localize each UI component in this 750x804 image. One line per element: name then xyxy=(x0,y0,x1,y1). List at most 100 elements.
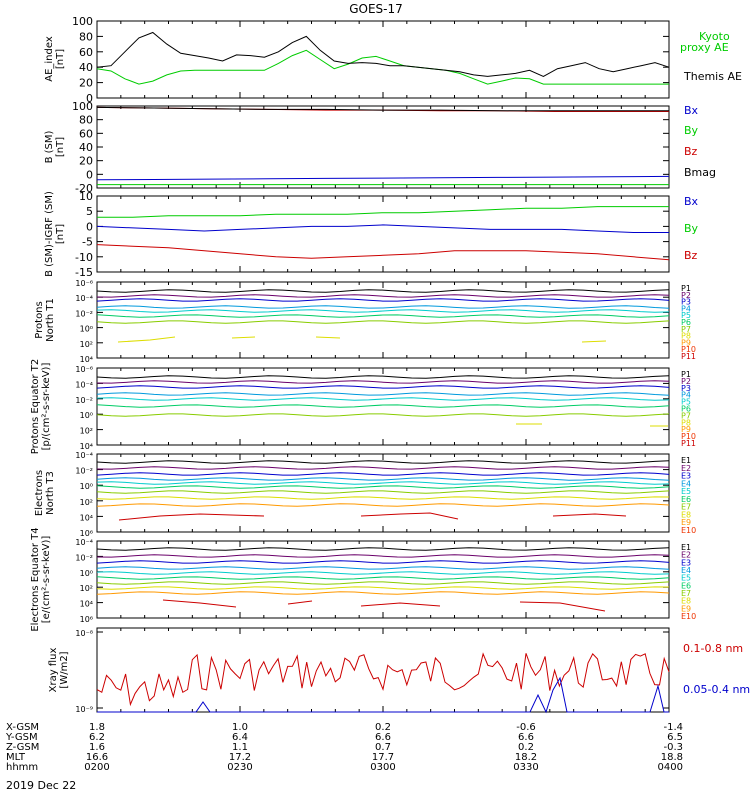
protons-equator-t2-channel-line xyxy=(96,413,670,417)
electrons-equator-t4-channel-line xyxy=(96,560,670,564)
ephemeris-value: 16.6 xyxy=(86,752,108,763)
electrons-equator-t4-channel-line xyxy=(96,586,670,590)
protons-equator-t2-legend-p7: P7 xyxy=(681,411,691,420)
ephemeris-value: 17.2 xyxy=(229,752,251,763)
legend-b-igrf-bz: Bz xyxy=(684,249,698,262)
electrons-equator-t4-fragment xyxy=(360,602,441,607)
xray-flux-frame xyxy=(96,627,670,713)
protons-equator-t2-legend-p1: P1 xyxy=(681,370,691,379)
ephemeris-value: -0.3 xyxy=(663,742,683,753)
electrons-equator-t4-y-tick-label: 10⁶ xyxy=(80,615,93,624)
electrons-equator-t4-y-axis-label: Electrons Equator T4[e/(cm²-s-sr-keV)] xyxy=(30,527,52,631)
protons-north-t1-y-tick-label: 10⁴ xyxy=(80,355,93,364)
electrons-north-t3-legend-e4: E4 xyxy=(681,479,691,488)
protons-north-t1-legend-p7: P7 xyxy=(681,325,691,334)
ae-index-y-tick-label: 80 xyxy=(79,30,93,43)
electrons-equator-t4-legend-e2: E2 xyxy=(681,551,691,560)
protons-north-t1-legend-p2: P2 xyxy=(681,291,691,300)
legend-b-igrf-bx: Bx xyxy=(684,195,699,208)
ae-index-y-axis-label: AE_index[nT] xyxy=(44,36,66,82)
protons-north-t1-legend-p5: P5 xyxy=(681,311,691,320)
xray-flux-panel: 10⁻⁸ 10⁻⁹ Xray flux[W/m2] 0.1-0.8 nm 0.05-0.… xyxy=(48,627,750,714)
electrons-equator-t4-fragment xyxy=(519,601,606,612)
legend-b-sm-bz: Bz xyxy=(684,145,698,158)
electrons-equator-t4-legend-e10: E10 xyxy=(681,612,696,621)
electrons-north-t3-y-tick-label: 10² xyxy=(80,498,93,507)
ephemeris-value: 0.2 xyxy=(375,722,391,733)
electrons-north-t3-legend-e1: E1 xyxy=(681,456,691,465)
electrons-equator-t4-channel-line xyxy=(96,581,670,585)
electrons-north-t3-fragment xyxy=(360,512,459,520)
protons-north-t1-legend-p4: P4 xyxy=(681,304,691,313)
b-sm-y-tick-label: -20 xyxy=(75,182,93,195)
electrons-north-t3-channel-line xyxy=(96,490,670,494)
protons-north-t1-y-axis-label: ProtonsNorth T1 xyxy=(34,298,56,342)
ephemeris-value: 6.4 xyxy=(232,732,248,743)
ephemeris-value: 6.6 xyxy=(375,732,391,743)
electrons-equator-t4-y-tick-label: 10⁻² xyxy=(75,553,93,562)
xray-flux-y-tick-label: 10⁻⁹ xyxy=(75,705,93,714)
protons-equator-t2-legend-p2: P2 xyxy=(681,377,691,386)
electrons-equator-t4-y-tick-label: 10² xyxy=(80,584,93,593)
legend-b-sm-by: By xyxy=(684,124,699,137)
electrons-north-t3-legend-e5: E5 xyxy=(681,487,691,496)
protons-north-t1-channel-line xyxy=(96,289,670,293)
electrons-equator-t4-legend-e6: E6 xyxy=(681,581,691,590)
electrons-equator-t4-y-tick-label: 10⁻⁴ xyxy=(75,538,93,547)
electrons-equator-t4-legend-e1: E1 xyxy=(681,543,691,552)
protons-north-t1-channel-line xyxy=(96,309,670,313)
b-sm-y-tick-label: 40 xyxy=(79,141,93,154)
electrons-equator-t4-legend-e7: E7 xyxy=(681,589,691,598)
protons-equator-t2-y-tick-label: 10⁻⁶ xyxy=(75,365,93,374)
protons-north-t1-legend-p8: P8 xyxy=(681,332,691,341)
b-igrf-y-tick-label: 10 xyxy=(79,190,93,203)
protons-north-t1-panel: 10⁴ 10² 10⁰ 10⁻² 10⁻⁴ 10⁻⁶ ProtonsNorth T1 P1P2… xyxy=(34,279,696,364)
ae-index-y-tick-label: 0 xyxy=(86,92,93,105)
electrons-north-t3-channel-line xyxy=(96,496,670,500)
protons-equator-t2-legend-p11: P11 xyxy=(681,439,696,448)
ae-index-y-tick-label: 100 xyxy=(72,15,93,28)
electrons-equator-t4-legend-e5: E5 xyxy=(681,574,691,583)
b-sm-series-line xyxy=(96,175,670,181)
ephemeris-value: -1.4 xyxy=(663,722,683,733)
protons-equator-t2-legend-p3: P3 xyxy=(681,384,691,393)
electrons-north-t3-y-axis-label: ElectronsNorth T3 xyxy=(34,470,56,516)
legend-b-igrf-by: By xyxy=(684,222,699,235)
ephemeris-value: 0400 xyxy=(658,762,683,773)
protons-equator-t2-channel-line xyxy=(96,380,670,384)
ephemeris-value: -0.6 xyxy=(516,722,536,733)
ae-index-y-tick-label: 20 xyxy=(79,77,93,90)
ephemeris-value: 1.1 xyxy=(232,742,248,753)
protons-north-t1-legend-p11: P11 xyxy=(681,352,696,361)
electrons-north-t3-channel-line xyxy=(96,503,670,507)
legend-themis-ae: Themis AE xyxy=(683,70,742,83)
electrons-north-t3-fragment xyxy=(118,513,265,521)
electrons-north-t3-y-tick-label: 10⁻⁴ xyxy=(75,451,93,460)
b-sm-y-tick-label: 0 xyxy=(86,168,93,181)
ae-series-line xyxy=(96,49,669,85)
ephemeris-value: 6.6 xyxy=(518,732,534,743)
electrons-north-t3-fragment xyxy=(552,513,627,517)
electrons-north-t3-legend-e9: E9 xyxy=(681,518,691,527)
b-igrf-y-tick-label: 0 xyxy=(86,220,93,233)
legend-xray-short: 0.05-0.4 nm xyxy=(683,683,750,696)
electrons-equator-t4-channel-line xyxy=(96,554,670,558)
electrons-north-t3-y-tick-label: 10⁰ xyxy=(80,482,93,491)
electrons-equator-t4-channel-line xyxy=(96,571,670,575)
protons-north-t1-channel-line xyxy=(96,294,670,298)
electrons-equator-t4-legend-e3: E3 xyxy=(681,558,691,567)
legend-kyoto-ae: Kyoto proxy AE xyxy=(680,30,730,54)
electrons-equator-t4-y-tick-label: 10⁰ xyxy=(80,569,93,578)
ae-index-y-tick-label: 60 xyxy=(79,46,93,59)
protons-equator-t2-y-tick-label: 10² xyxy=(80,427,93,436)
protons-north-t1-y-tick-label: 10⁻⁴ xyxy=(75,294,93,303)
b-sm-y-tick-label: 80 xyxy=(79,114,93,127)
electrons-equator-t4-frame xyxy=(96,540,670,619)
xray-long-wavelength-line xyxy=(96,652,670,707)
protons-equator-t2-channel-line xyxy=(96,397,670,401)
